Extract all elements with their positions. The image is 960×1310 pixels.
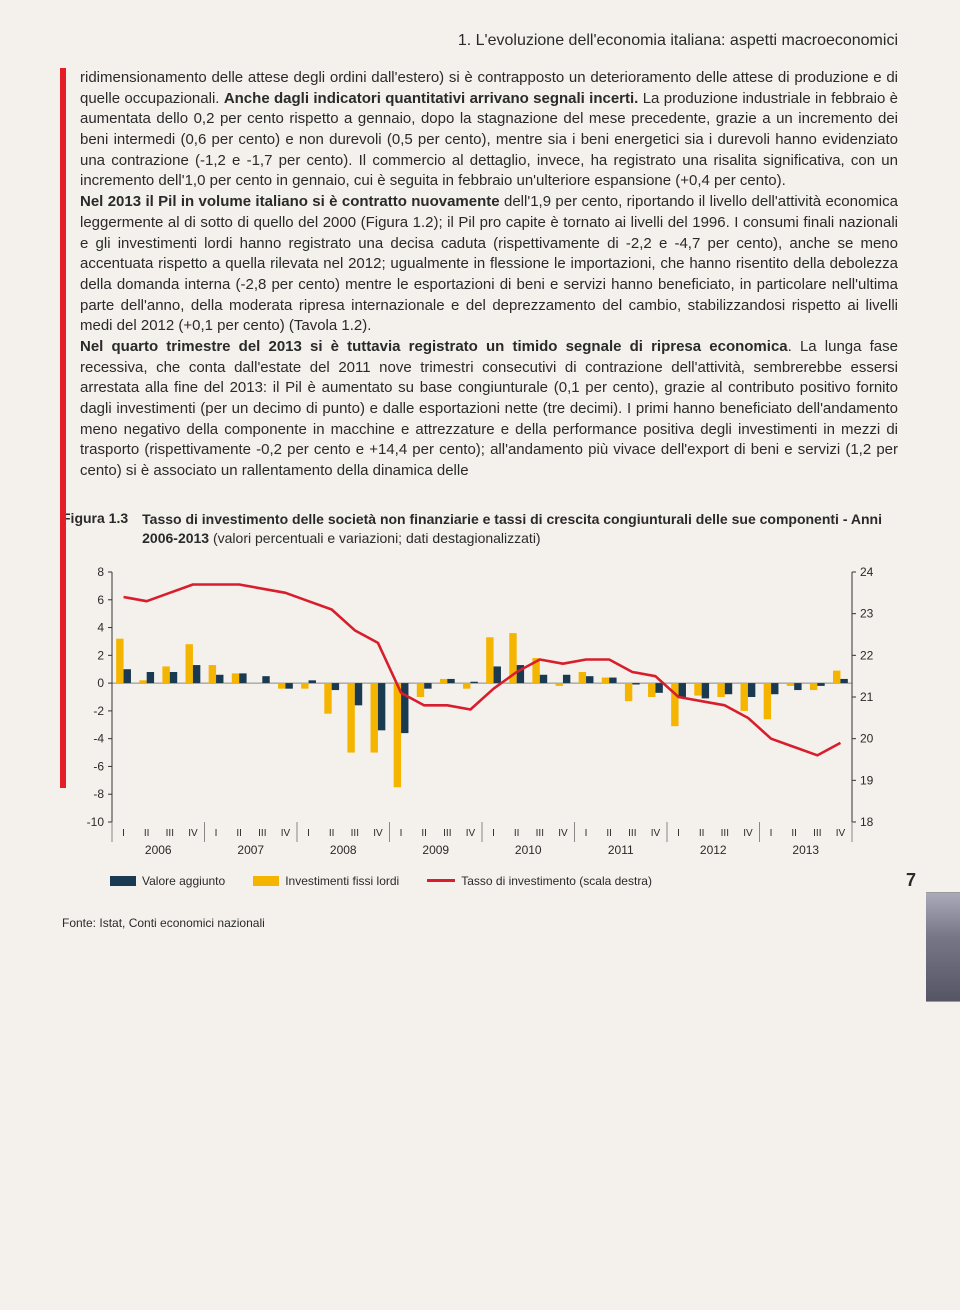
svg-text:-4: -4 [93, 731, 104, 745]
svg-text:I: I [585, 828, 588, 839]
svg-text:IV: IV [743, 828, 753, 839]
svg-text:IV: IV [188, 828, 198, 839]
svg-text:II: II [236, 828, 242, 839]
p3-bold: Nel quarto trimestre del 2013 si è tutta… [80, 338, 788, 355]
svg-text:6: 6 [97, 592, 104, 606]
svg-text:2006: 2006 [145, 843, 172, 857]
svg-text:III: III [258, 828, 266, 839]
svg-text:II: II [144, 828, 150, 839]
svg-text:I: I [492, 828, 495, 839]
svg-text:III: III [721, 828, 729, 839]
p2-b: dell'1,9 per cento, riportando il livell… [80, 193, 898, 334]
paragraph-3: Nel quarto trimestre del 2013 si è tutta… [80, 337, 898, 482]
svg-text:III: III [166, 828, 174, 839]
svg-text:IV: IV [466, 828, 476, 839]
svg-text:2: 2 [97, 648, 104, 662]
svg-text:I: I [400, 828, 403, 839]
figure-caption-row: Figura 1.3 Tasso di investimento delle s… [0, 482, 960, 548]
svg-text:I: I [307, 828, 310, 839]
svg-text:0: 0 [97, 676, 104, 690]
svg-text:21: 21 [860, 690, 874, 704]
figure-title-sub: (valori percentuali e variazioni; dati d… [213, 530, 541, 546]
svg-text:II: II [329, 828, 335, 839]
svg-text:18: 18 [860, 815, 874, 829]
svg-text:2010: 2010 [515, 843, 542, 857]
svg-text:III: III [351, 828, 359, 839]
svg-text:IV: IV [836, 828, 846, 839]
legend-label: Investimenti fissi lordi [285, 874, 399, 888]
svg-text:II: II [421, 828, 427, 839]
legend-item: Tasso di investimento (scala destra) [427, 874, 652, 888]
svg-text:2011: 2011 [608, 843, 634, 857]
svg-text:-6: -6 [93, 759, 104, 773]
svg-text:II: II [699, 828, 705, 839]
svg-text:I: I [677, 828, 680, 839]
chart-container: -10-8-6-4-20246818192021222324IIIIIIIVII… [0, 548, 960, 862]
svg-text:-2: -2 [93, 703, 104, 717]
figure-title: Tasso di investimento delle società non … [142, 510, 898, 548]
svg-text:-10: -10 [87, 815, 105, 829]
legend-swatch [427, 879, 455, 882]
svg-text:I: I [215, 828, 218, 839]
svg-text:2013: 2013 [792, 843, 819, 857]
legend-item: Investimenti fissi lordi [253, 874, 399, 888]
svg-text:III: III [443, 828, 451, 839]
svg-text:II: II [791, 828, 797, 839]
page-header: 1. L'evoluzione dell'economia italiana: … [0, 0, 960, 68]
body-text: ridimensionamento delle attese degli ord… [0, 68, 960, 482]
chart-legend: Valore aggiunto Investimenti fissi lordi T… [0, 862, 960, 888]
svg-text:20: 20 [860, 731, 874, 745]
p3-b: . La lunga fase recessiva, che conta dal… [80, 338, 898, 479]
svg-text:IV: IV [651, 828, 661, 839]
svg-text:II: II [514, 828, 520, 839]
legend-swatch [110, 876, 136, 886]
paragraph-1: ridimensionamento delle attese degli ord… [80, 68, 898, 192]
p1-bold: Anche dagli indicatori quantitativi arri… [224, 90, 639, 107]
svg-text:8: 8 [97, 565, 104, 579]
legend-label: Tasso di investimento (scala destra) [461, 874, 652, 888]
page-number: 7 [906, 870, 916, 891]
red-margin-bar [60, 68, 66, 788]
svg-text:2009: 2009 [422, 843, 449, 857]
svg-text:III: III [813, 828, 821, 839]
svg-text:II: II [606, 828, 612, 839]
legend-swatch [253, 876, 279, 886]
svg-text:-8: -8 [93, 787, 104, 801]
svg-text:19: 19 [860, 773, 874, 787]
svg-text:2007: 2007 [237, 843, 264, 857]
svg-text:I: I [122, 828, 125, 839]
svg-text:24: 24 [860, 565, 874, 579]
svg-text:22: 22 [860, 648, 874, 662]
side-photo-strip [926, 892, 960, 1002]
svg-text:I: I [770, 828, 773, 839]
svg-text:III: III [536, 828, 544, 839]
p2-bold: Nel 2013 il Pil in volume italiano si è … [80, 193, 500, 210]
chart-svg: -10-8-6-4-20246818192021222324IIIIIIIVII… [62, 562, 892, 862]
svg-text:2008: 2008 [330, 843, 357, 857]
svg-text:23: 23 [860, 606, 874, 620]
chart-source: Fonte: Istat, Conti economici nazionali [0, 888, 960, 930]
figure-label: Figura 1.3 [62, 510, 128, 526]
svg-text:III: III [628, 828, 636, 839]
legend-item: Valore aggiunto [110, 874, 225, 888]
legend-label: Valore aggiunto [142, 874, 225, 888]
svg-text:2012: 2012 [700, 843, 727, 857]
svg-text:IV: IV [281, 828, 291, 839]
svg-text:4: 4 [97, 620, 104, 634]
paragraph-2: Nel 2013 il Pil in volume italiano si è … [80, 192, 898, 337]
svg-text:IV: IV [558, 828, 568, 839]
svg-text:IV: IV [373, 828, 383, 839]
